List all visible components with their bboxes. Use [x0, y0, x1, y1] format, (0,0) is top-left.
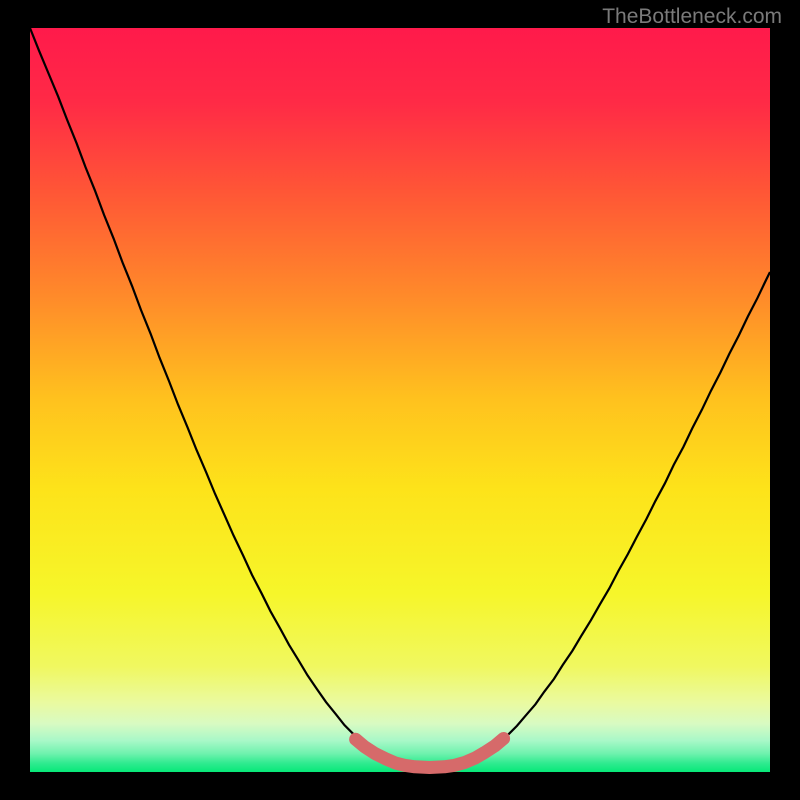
- watermark-label: TheBottleneck.com: [602, 5, 782, 29]
- chart-stage: TheBottleneck.com: [0, 0, 800, 800]
- gradient-background: [30, 28, 770, 772]
- bottleneck-chart: [0, 0, 800, 800]
